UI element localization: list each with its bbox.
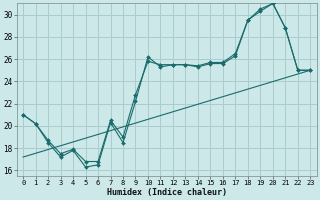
- X-axis label: Humidex (Indice chaleur): Humidex (Indice chaleur): [107, 188, 227, 197]
